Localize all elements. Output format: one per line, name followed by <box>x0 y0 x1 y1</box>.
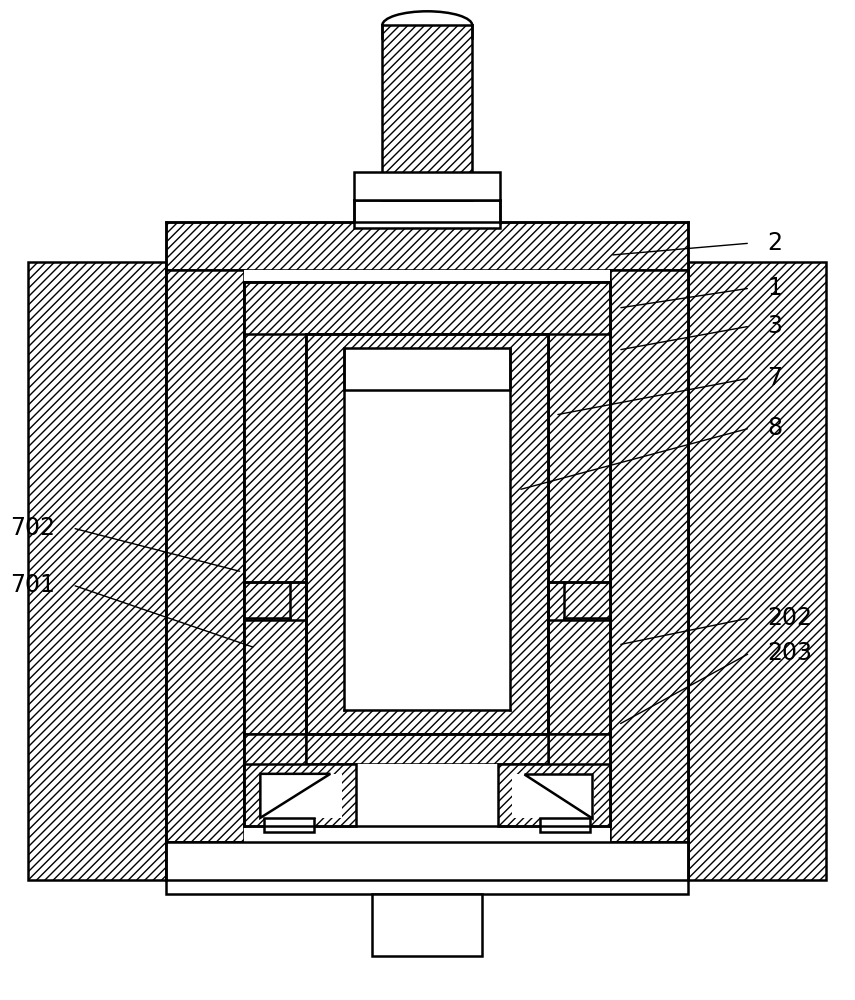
Bar <box>498 764 610 826</box>
Bar <box>610 270 688 842</box>
Bar <box>28 262 167 880</box>
Text: 701: 701 <box>10 573 56 597</box>
Bar <box>261 774 342 818</box>
Text: 8: 8 <box>767 416 782 440</box>
Bar <box>688 262 826 880</box>
Bar <box>382 25 472 200</box>
Polygon shape <box>524 774 593 818</box>
Bar <box>306 734 548 764</box>
Bar <box>548 734 610 802</box>
Text: 203: 203 <box>767 641 812 665</box>
Bar <box>306 334 548 734</box>
Text: 1: 1 <box>767 276 782 300</box>
Bar <box>264 818 315 832</box>
Text: 3: 3 <box>767 314 782 338</box>
Bar <box>354 200 500 228</box>
Bar <box>245 270 610 842</box>
Bar <box>245 282 610 334</box>
Bar <box>245 734 306 802</box>
Bar <box>167 842 688 880</box>
Text: 202: 202 <box>767 606 812 630</box>
Polygon shape <box>261 774 330 818</box>
Bar <box>512 774 594 818</box>
Bar <box>167 222 688 270</box>
Bar <box>372 894 482 956</box>
Bar <box>548 282 610 734</box>
Bar <box>167 842 688 894</box>
Bar <box>345 348 510 390</box>
Text: 7: 7 <box>767 366 782 390</box>
Bar <box>167 270 245 842</box>
Bar <box>306 334 548 734</box>
Bar <box>245 282 306 734</box>
Bar <box>354 172 500 200</box>
Bar <box>345 348 510 710</box>
Bar <box>245 764 357 826</box>
Bar <box>306 764 548 804</box>
Text: 702: 702 <box>10 516 56 540</box>
Bar <box>540 818 590 832</box>
Text: 2: 2 <box>767 231 782 255</box>
